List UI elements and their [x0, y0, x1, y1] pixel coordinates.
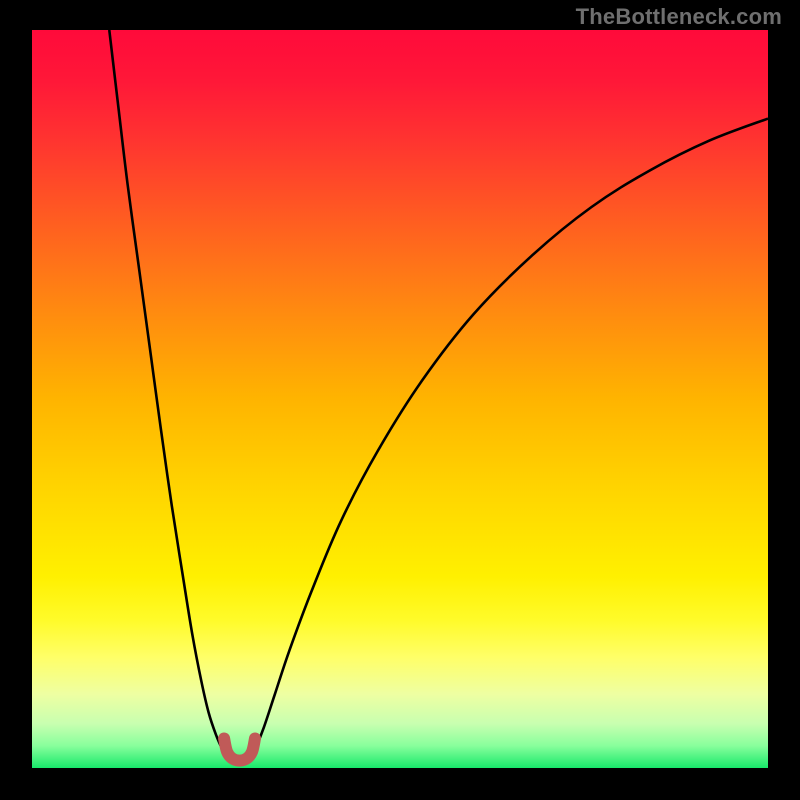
chart-canvas [0, 0, 800, 800]
plot-area [32, 30, 768, 768]
watermark-text: TheBottleneck.com [576, 4, 782, 30]
